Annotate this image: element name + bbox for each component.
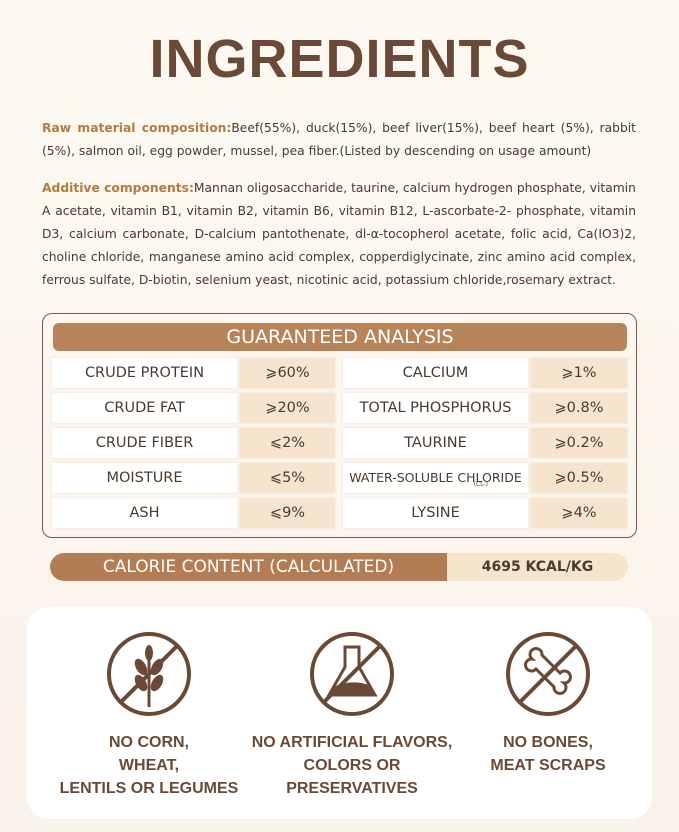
- analysis-table: GUARANTEED ANALYSIS CRUDE PROTEIN ⩾60% CAL…: [42, 313, 637, 538]
- analysis-name-text: TAURINE: [404, 435, 467, 451]
- raw-material: Raw material composition:Beef(55%), duck…: [42, 117, 636, 163]
- calorie-bar: CALORIE CONTENT (CALCULATED) 4695 KCAL/K…: [50, 553, 628, 581]
- additives-label: Additive components:: [42, 181, 194, 195]
- analysis-name-text: WATER-SOLUBLE CHLORIDE: [349, 470, 522, 485]
- analysis-value: ⩽5%: [240, 463, 335, 493]
- no-grain-icon: [107, 632, 191, 716]
- analysis-name-text: CRUDE FAT: [104, 400, 185, 416]
- analysis-value: ⩾0.5%: [531, 463, 627, 493]
- analysis-name: ASH: [52, 498, 237, 528]
- analysis-name-text: ASH: [129, 505, 160, 521]
- analysis-name-text: MOISTURE: [106, 470, 183, 486]
- features-card: NO CORN, WHEAT, LENTILS OR LEGUMES NO AR…: [27, 607, 652, 819]
- analysis-title: GUARANTEED ANALYSIS: [53, 323, 627, 351]
- analysis-name-text: CRUDE PROTEIN: [84, 365, 205, 381]
- analysis-value: ⩽2%: [240, 428, 335, 458]
- analysis-name-text: TOTAL PHOSPHORUS: [359, 400, 512, 416]
- analysis-value: ⩾60%: [240, 358, 335, 388]
- analysis-name-text: LYSINE: [411, 505, 460, 521]
- feature-label: NO ARTIFICIAL FLAVORS, COLORS OR PRESERV…: [251, 734, 453, 797]
- no-artificial-icon: [310, 632, 394, 716]
- analysis-name: CRUDE FIBER: [52, 428, 237, 458]
- analysis-value: ⩾1%: [531, 358, 627, 388]
- no-bones-icon: [506, 632, 590, 716]
- title: INGREDIENTS: [149, 29, 530, 89]
- analysis-name: WATER-SOLUBLE CHLORIDE (CL-): [343, 463, 528, 493]
- analysis-name-text: CALCIUM: [402, 365, 469, 381]
- analysis-value: ⩽9%: [240, 498, 335, 528]
- feature-label: NO BONES, MEAT SCRAPS: [490, 734, 606, 774]
- analysis-value: ⩾20%: [240, 393, 335, 423]
- analysis-value: ⩾4%: [531, 498, 627, 528]
- feature-label: NO CORN, WHEAT, LENTILS OR LEGUMES: [59, 734, 239, 797]
- raw-material-label: Raw material composition:: [42, 121, 232, 135]
- analysis-name: TOTAL PHOSPHORUS: [343, 393, 528, 423]
- analysis-name: MOISTURE: [52, 463, 237, 493]
- analysis-name: CALCIUM: [343, 358, 528, 388]
- analysis-name-text: CRUDE FIBER: [95, 435, 194, 451]
- analysis-value: ⩾0.2%: [531, 428, 627, 458]
- additives: Additive components:Mannan oligosacchari…: [42, 177, 636, 292]
- analysis-name: TAURINE: [343, 428, 528, 458]
- analysis-name: CRUDE FAT: [52, 393, 237, 423]
- additives-text: Mannan oligosaccharide, taurine, calcium…: [42, 181, 636, 287]
- raw-material-text: Beef(55%), duck(15%), beef liver(15%), b…: [42, 121, 636, 158]
- calorie-value: 4695 KCAL/KG: [481, 559, 594, 575]
- analysis-value: ⩾0.8%: [531, 393, 627, 423]
- analysis-note: (CL-): [473, 481, 488, 488]
- icons: [107, 632, 590, 716]
- analysis-name: CRUDE PROTEIN: [52, 358, 237, 388]
- calorie-label: CALORIE CONTENT (CALCULATED): [50, 553, 447, 581]
- analysis-name: LYSINE: [343, 498, 528, 528]
